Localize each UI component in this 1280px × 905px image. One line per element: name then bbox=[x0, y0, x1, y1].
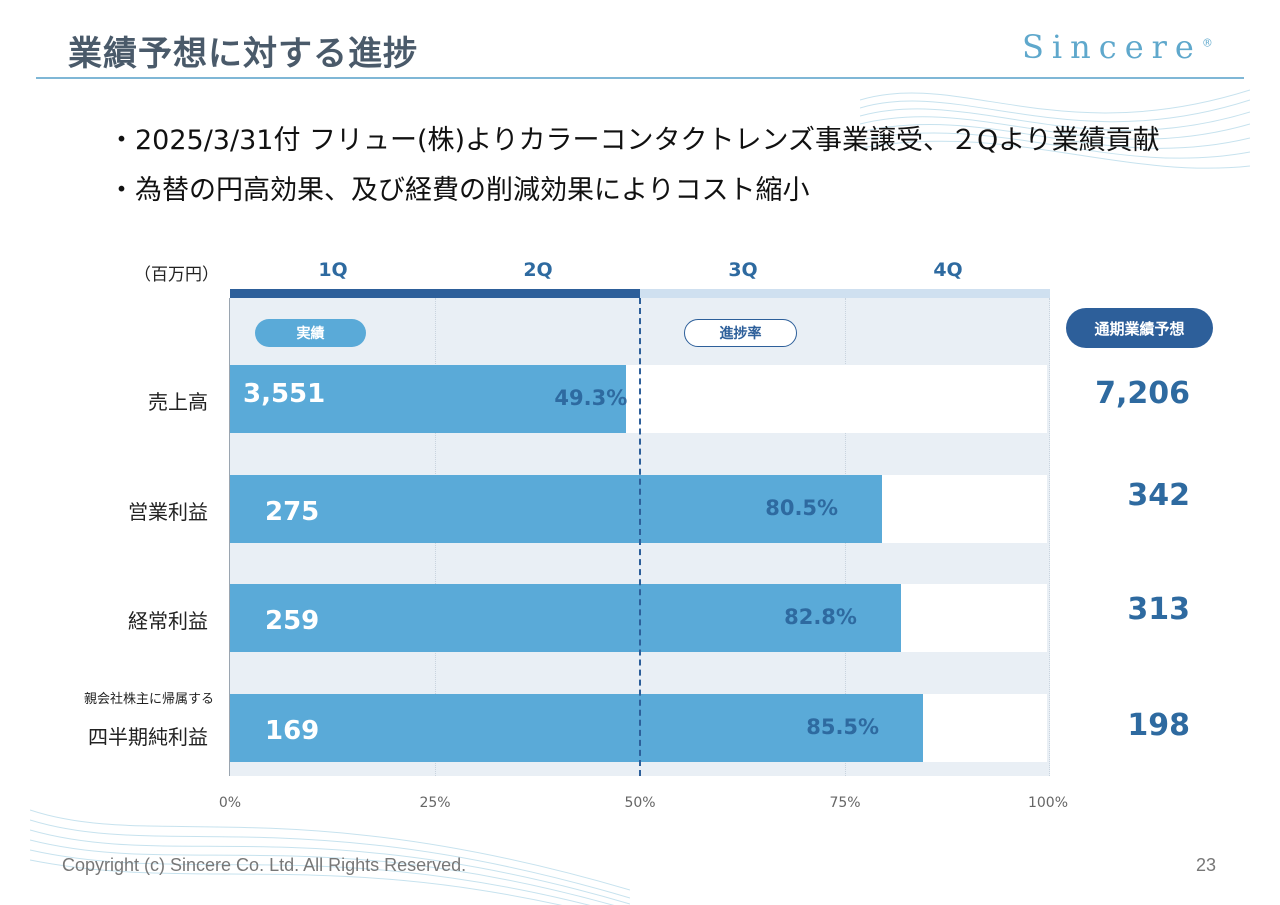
unit-label: （百万円） bbox=[134, 265, 219, 285]
decorative-wave-top bbox=[860, 89, 1250, 169]
progress-percent-label: 82.8% bbox=[784, 605, 857, 629]
logo-mark: ® bbox=[1201, 36, 1213, 50]
quarter-label-4q: 4Q bbox=[933, 259, 963, 281]
x-tick-100: 100% bbox=[1027, 795, 1069, 811]
actual-value-label: 169 bbox=[265, 716, 320, 746]
gridline-100 bbox=[1049, 298, 1050, 776]
copyright-footer: Copyright (c) Sincere Co. Ltd. All Right… bbox=[62, 855, 467, 875]
x-tick-0: 0% bbox=[218, 795, 242, 811]
logo-text: Sincere bbox=[1022, 28, 1202, 66]
quarter-label-2q: 2Q bbox=[523, 259, 553, 281]
slide-title: 業績予想に対する進捗 bbox=[68, 34, 418, 74]
forecast-value: 342 bbox=[1127, 478, 1190, 513]
halfway-marker bbox=[639, 298, 641, 776]
row-label: 四半期純利益 bbox=[88, 725, 208, 749]
page-number: 23 bbox=[1196, 855, 1217, 875]
y-axis-line bbox=[229, 298, 230, 776]
progress-percent-label: 80.5% bbox=[765, 496, 839, 520]
progress-percent-label: 85.5% bbox=[806, 715, 880, 739]
row-sublabel: 親会社株主に帰属する bbox=[83, 692, 214, 707]
progress-percent-label: 49.3% bbox=[554, 386, 628, 410]
row-label: 経常利益 bbox=[128, 609, 208, 633]
progress-bar bbox=[230, 694, 924, 762]
progress-bar bbox=[230, 475, 883, 543]
quarter-bar-remaining bbox=[640, 289, 1050, 298]
legend-progress: 進捗率 bbox=[684, 319, 797, 347]
forecast-value: 198 bbox=[1127, 708, 1190, 743]
forecast-value: 7,206 bbox=[1095, 376, 1190, 411]
row-label: 売上高 bbox=[148, 390, 208, 414]
decorative-wave-bottom bbox=[30, 809, 630, 905]
legend-forecast: 通期業績予想 bbox=[1066, 308, 1213, 348]
row-label: 営業利益 bbox=[128, 500, 208, 524]
quarter-label-1q: 1Q bbox=[318, 259, 348, 281]
title-divider bbox=[36, 77, 1244, 79]
progress-bar bbox=[230, 365, 627, 433]
quarter-label-3q: 3Q bbox=[728, 259, 758, 281]
sincere-logo: Sincere® bbox=[1022, 28, 1213, 66]
progress-bar bbox=[230, 584, 901, 652]
quarter-bar-completed bbox=[230, 289, 640, 298]
x-tick-75: 75% bbox=[829, 795, 861, 811]
forecast-value: 313 bbox=[1127, 592, 1190, 627]
bullet-1: ・2025/3/31付 フリュー(株)よりカラーコンタクトレンズ事業譲受、２Qよ… bbox=[108, 125, 1160, 156]
actual-value-label: 3,551 bbox=[243, 379, 326, 409]
actual-value-label: 275 bbox=[265, 497, 320, 527]
actual-value-label: 259 bbox=[265, 606, 320, 636]
bullet-2: ・為替の円高効果、及び経費の削減効果によりコスト縮小 bbox=[108, 175, 810, 206]
x-tick-50: 50% bbox=[624, 795, 656, 811]
legend-actual: 実績 bbox=[255, 319, 366, 347]
x-tick-25: 25% bbox=[419, 795, 451, 811]
